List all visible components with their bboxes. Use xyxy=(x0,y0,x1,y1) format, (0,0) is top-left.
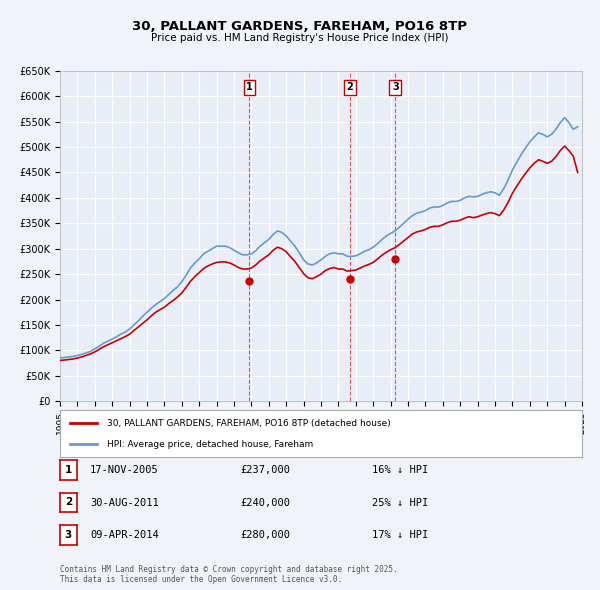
Text: 1: 1 xyxy=(246,83,253,92)
Text: 3: 3 xyxy=(392,83,398,92)
Text: 30-AUG-2011: 30-AUG-2011 xyxy=(90,498,159,507)
Text: 1: 1 xyxy=(65,465,72,475)
Text: £280,000: £280,000 xyxy=(240,530,290,540)
Text: Contains HM Land Registry data © Crown copyright and database right 2025.
This d: Contains HM Land Registry data © Crown c… xyxy=(60,565,398,584)
Text: HPI: Average price, detached house, Fareham: HPI: Average price, detached house, Fare… xyxy=(107,440,313,448)
Text: 25% ↓ HPI: 25% ↓ HPI xyxy=(372,498,428,507)
Text: 2: 2 xyxy=(65,497,72,507)
Text: Price paid vs. HM Land Registry's House Price Index (HPI): Price paid vs. HM Land Registry's House … xyxy=(151,34,449,43)
Text: 09-APR-2014: 09-APR-2014 xyxy=(90,530,159,540)
Text: 3: 3 xyxy=(65,530,72,540)
Text: 30, PALLANT GARDENS, FAREHAM, PO16 8TP: 30, PALLANT GARDENS, FAREHAM, PO16 8TP xyxy=(133,20,467,33)
Text: 2: 2 xyxy=(347,83,353,92)
Text: 17-NOV-2005: 17-NOV-2005 xyxy=(90,466,159,475)
Text: 17% ↓ HPI: 17% ↓ HPI xyxy=(372,530,428,540)
Text: 30, PALLANT GARDENS, FAREHAM, PO16 8TP (detached house): 30, PALLANT GARDENS, FAREHAM, PO16 8TP (… xyxy=(107,419,391,428)
Text: 16% ↓ HPI: 16% ↓ HPI xyxy=(372,466,428,475)
Text: £237,000: £237,000 xyxy=(240,466,290,475)
Text: £240,000: £240,000 xyxy=(240,498,290,507)
